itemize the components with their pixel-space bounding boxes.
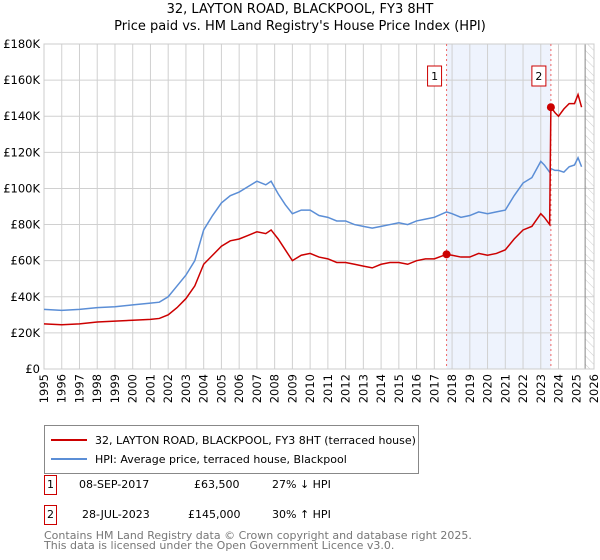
- x-tick-label: 2002: [161, 374, 175, 403]
- chart-subtitle: Price paid vs. HM Land Registry's House …: [114, 19, 486, 34]
- x-tick-label: 2024: [552, 374, 566, 403]
- x-tick-label: 2018: [445, 374, 459, 403]
- x-tick-label: 2006: [232, 374, 246, 403]
- x-tick-label: 2005: [214, 374, 228, 403]
- footer-line-2: This data is licensed under the Open Gov…: [44, 539, 395, 552]
- legend-label-hpi: HPI: Average price, terraced house, Blac…: [95, 452, 347, 466]
- transaction-hpi: 27% ↓ HPI: [272, 478, 331, 491]
- x-tick-label: 1997: [72, 374, 86, 403]
- plot-area: 1995 1996 1997 1998 1999 2000 2001 2002 2003 2004…: [3, 37, 600, 403]
- y-tick-label: £40K: [11, 290, 41, 304]
- chart-title: 32, LAYTON ROAD, BLACKPOOL, FY3 8HT: [166, 2, 434, 17]
- sale-point: [442, 250, 451, 259]
- transaction-hpi: 30% ↑ HPI: [272, 508, 331, 521]
- marker-label: 1: [431, 70, 438, 83]
- legend-swatch-blue: [51, 458, 87, 460]
- x-tick-label: 2021: [498, 374, 512, 403]
- y-tick-label: £0: [25, 362, 40, 376]
- x-tick-label: 2019: [463, 374, 477, 403]
- x-tick-label: 2010: [303, 374, 317, 403]
- x-tick-label: 2004: [197, 374, 211, 403]
- x-tick-label: 2009: [285, 374, 299, 403]
- x-tick-label: 2013: [356, 374, 370, 403]
- y-tick-label: £80K: [11, 218, 41, 232]
- x-tick-label: 2015: [392, 374, 406, 403]
- x-tick-label: 2008: [268, 374, 282, 403]
- x-tick-label: 1995: [37, 374, 51, 403]
- series-line: [43, 155, 583, 312]
- y-tick-label: £60K: [11, 254, 41, 268]
- y-tick-label: £20K: [11, 326, 41, 340]
- x-tick-label: 2025: [569, 374, 583, 403]
- marker-box: [531, 65, 547, 87]
- footer: Contains HM Land Registry data © Crown c…: [44, 529, 472, 552]
- x-tick-label: 2016: [410, 374, 424, 403]
- transaction-number: 1: [44, 475, 57, 495]
- x-tick-label: 2003: [179, 374, 193, 403]
- transaction-price: £145,000: [188, 508, 241, 521]
- legend-label-property: 32, LAYTON ROAD, BLACKPOOL, FY3 8HT (ter…: [95, 433, 416, 447]
- x-tick-label: 2001: [143, 374, 157, 403]
- y-tick-label: £120K: [3, 145, 40, 159]
- x-tick-label: 2026: [587, 374, 600, 403]
- x-tick-label: 1999: [108, 374, 122, 403]
- marker-box: [427, 65, 443, 87]
- x-tick-label: 1996: [55, 374, 69, 403]
- transaction-price: £63,500: [194, 478, 240, 491]
- x-tick-label: 2007: [250, 374, 264, 403]
- y-tick-label: £140K: [3, 109, 40, 123]
- footer-line-1: Contains HM Land Registry data © Crown c…: [44, 529, 472, 542]
- x-tick-label: 2020: [481, 374, 495, 403]
- series-line: [43, 92, 583, 326]
- y-tick-label: £100K: [3, 181, 40, 195]
- x-tick-label: 2011: [321, 374, 335, 403]
- transaction-date: 28-JUL-2023: [82, 508, 150, 521]
- plot-frame: [43, 43, 595, 370]
- marker-label: 2: [535, 70, 542, 83]
- shaded-region: [446, 44, 551, 369]
- x-tick-label: 2022: [516, 374, 530, 403]
- x-tick-label: 2000: [126, 374, 140, 403]
- x-tick-label: 2012: [339, 374, 353, 403]
- future-hatch: [585, 44, 594, 369]
- x-tick-label: 2017: [427, 374, 441, 403]
- transaction-date: 08-SEP-2017: [79, 478, 150, 491]
- legend-swatch-red: [51, 439, 87, 441]
- transaction-number: 2: [44, 505, 57, 525]
- x-tick-label: 1998: [90, 374, 104, 403]
- x-tick-label: 2023: [534, 374, 548, 403]
- y-tick-label: £180K: [3, 37, 40, 51]
- legend: 32, LAYTON ROAD, BLACKPOOL, FY3 8HT (ter…: [44, 425, 419, 474]
- sale-point: [546, 103, 555, 112]
- y-tick-label: £160K: [3, 73, 40, 87]
- x-tick-label: 2014: [374, 374, 388, 403]
